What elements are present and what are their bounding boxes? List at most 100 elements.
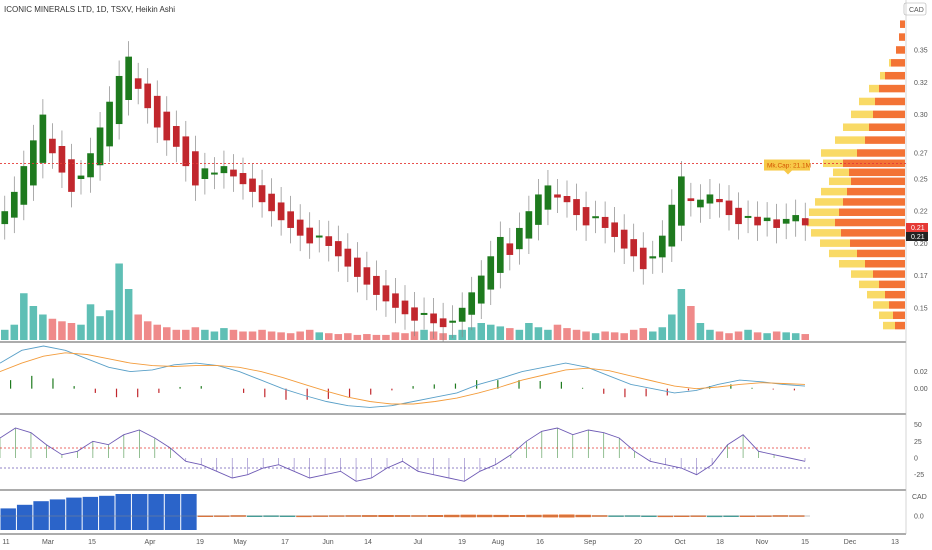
price-candle [68, 159, 75, 192]
price-candle [516, 227, 523, 250]
price-candle [458, 307, 466, 322]
price-candle [687, 198, 695, 202]
price-candle [315, 235, 323, 238]
price-candle [334, 241, 342, 257]
time-tick-label: May [233, 539, 247, 546]
price-tick-label: 0.27 [914, 151, 928, 158]
price-candle [306, 227, 314, 244]
price-candle [477, 275, 485, 304]
volume-profile-bar [809, 208, 839, 216]
market-cap-annotation: Mk.Cap: 21.1M [764, 159, 811, 175]
price-candle [582, 207, 590, 226]
volume-profile-bar [873, 270, 905, 278]
price-candle [201, 168, 209, 179]
volume-profile-bar [879, 84, 905, 93]
volume-bar [86, 304, 95, 340]
volume-bar [325, 333, 333, 340]
price-candle [172, 126, 180, 147]
price-candle [287, 211, 294, 228]
price-candle [601, 216, 609, 228]
time-tick-label: Dec [844, 539, 857, 546]
volume-bar [267, 331, 276, 340]
volume-profile-bar [847, 187, 905, 196]
price-candles [1, 41, 809, 343]
price-candle [725, 200, 733, 216]
volume-bar [791, 333, 800, 340]
time-tick-label: 11 [2, 539, 9, 546]
volume-profile-bar [899, 33, 905, 41]
price-candle [658, 235, 666, 258]
time-tick-label: 13 [891, 539, 899, 546]
bottom-histogram-bar [657, 515, 674, 518]
time-axis[interactable]: 11 Mar 15 Apr 19 May 17 Jun 14 Jul 19 Aug 16 Sep 20 Oct… [2, 539, 899, 546]
price-candle [125, 56, 132, 101]
price-candle [373, 275, 380, 295]
price-tick-label: 0.30 [914, 112, 928, 119]
volume-bar [782, 332, 790, 340]
volume-bar [601, 331, 609, 340]
currency-label: CAD [909, 7, 924, 14]
price-candle [763, 217, 771, 222]
bottom-tick-label: 0.0 [914, 514, 924, 521]
volume-profile-bar [815, 198, 843, 206]
volume-profile-bar [885, 71, 905, 80]
price-candle [153, 95, 161, 128]
price-candle [525, 211, 533, 239]
bottom-histogram-bar [33, 501, 49, 530]
volume-bar [210, 331, 219, 340]
price-candle [277, 202, 285, 221]
price-candle [592, 216, 599, 219]
price-candle [239, 173, 247, 185]
price-tick-label: 0.17 [914, 273, 928, 280]
currency-badge[interactable]: CAD [903, 2, 927, 16]
volume-bar [639, 328, 647, 340]
volume-profile-bar [857, 249, 905, 258]
bottom-histogram-bar [0, 508, 16, 530]
current-price-badge [906, 223, 928, 232]
volume-profile-bar [859, 97, 875, 106]
volume-bar [315, 332, 323, 340]
volume-bar [534, 327, 543, 340]
volume-bar [467, 327, 476, 340]
price-candle [449, 320, 456, 323]
price-candle [535, 194, 542, 225]
price-tick-label: 0.32 [914, 80, 928, 87]
signal-line [0, 352, 806, 405]
price-axis[interactable]: 0.35 0.32 0.30 0.27 0.25 0.22 0.20 0.17 0.15 [914, 48, 928, 313]
price-candle [230, 169, 237, 177]
volume-bar [620, 333, 628, 340]
volume-bar [39, 314, 47, 340]
price-tick-label: 0.25 [914, 177, 928, 184]
volume-bar [753, 332, 762, 340]
volume-profile-bar [850, 239, 905, 247]
volume-bar [801, 334, 809, 340]
volume-profile-bar [839, 260, 865, 268]
price-candle [192, 151, 199, 186]
price-candle [344, 248, 352, 267]
price-candle [744, 215, 752, 218]
price-candle [296, 219, 304, 236]
volume-bar [515, 329, 524, 340]
volume-profile-bar [891, 59, 905, 67]
volume-bar [658, 327, 667, 340]
volume-bar [772, 331, 781, 340]
price-candle [10, 191, 18, 218]
price-candle [382, 285, 390, 302]
volume-bar [96, 316, 104, 340]
time-tick-label: 19 [196, 539, 204, 546]
volume-profile-bar [880, 71, 885, 80]
volume-bar [48, 318, 57, 340]
price-candle [182, 136, 190, 167]
price-tick-label: 0.22 [914, 209, 928, 216]
bottom-histogram-bar [181, 494, 197, 530]
volume-bar [172, 329, 181, 340]
volume-profile-bar [821, 149, 857, 157]
volume-bar [229, 329, 238, 340]
price-candle [363, 267, 371, 285]
volume-bar [182, 329, 190, 340]
volume-profile-bar [829, 177, 851, 186]
volume-bar [525, 323, 533, 340]
volume-profile-bar [835, 136, 865, 144]
price-candle [144, 83, 152, 109]
time-tick-label: Jul [414, 539, 423, 546]
